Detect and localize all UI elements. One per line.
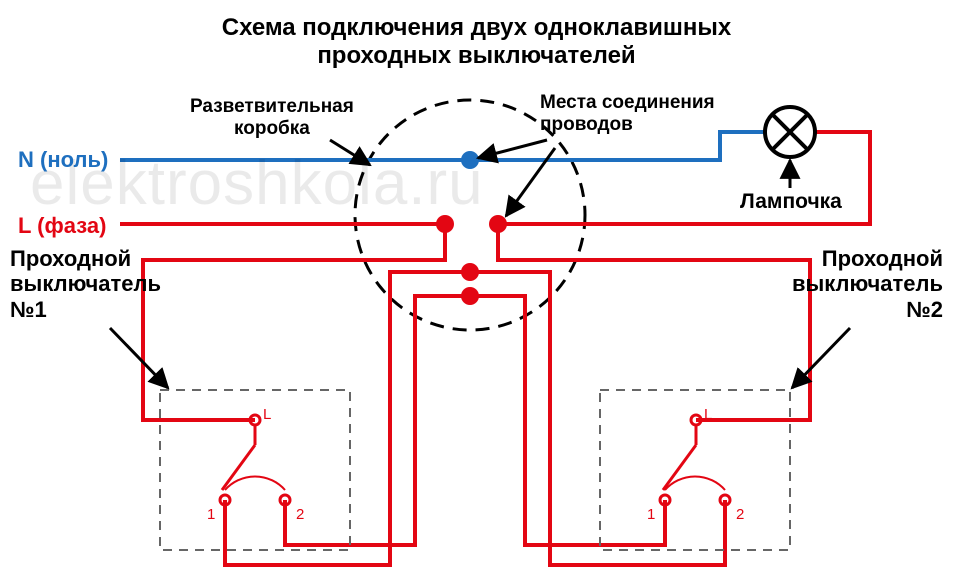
label-switch-2: Проходной выключатель №2	[788, 246, 943, 322]
node-traveler-1	[461, 263, 479, 281]
title-line1: Схема подключения двух одноклавишных	[0, 14, 953, 42]
title-line2: проходных выключателей	[0, 42, 953, 70]
sw1-L: L	[263, 406, 271, 423]
label-switch-1: Проходной выключатель №1	[10, 246, 161, 322]
sw2-2: 2	[736, 506, 744, 523]
label-n-null: N (ноль)	[18, 147, 108, 172]
lamp-icon	[765, 107, 815, 157]
sw1-2: 2	[296, 506, 304, 523]
label-junction-box: Разветвительная коробка	[190, 96, 354, 140]
arrow-sw1	[110, 328, 168, 388]
sw2-1: 1	[647, 506, 655, 523]
node-live-1	[436, 215, 454, 233]
label-lamp: Лампочка	[740, 190, 842, 214]
switch-2	[600, 390, 790, 550]
arrow-sw2	[792, 328, 850, 388]
node-traveler-2	[461, 287, 479, 305]
diagram-stage: { "title": { "line1": "Схема подключения…	[0, 0, 953, 570]
node-live-2	[489, 215, 507, 233]
sw1-1: 1	[207, 506, 215, 523]
label-l-phase: L (фаза)	[18, 213, 106, 238]
node-neutral	[461, 151, 479, 169]
arrow-joints-1	[478, 140, 547, 158]
wire-traveler-2	[285, 296, 665, 545]
label-wire-joints: Места соединения проводов	[540, 92, 715, 136]
switch-1	[160, 390, 350, 550]
sw2-L: L	[704, 406, 712, 423]
